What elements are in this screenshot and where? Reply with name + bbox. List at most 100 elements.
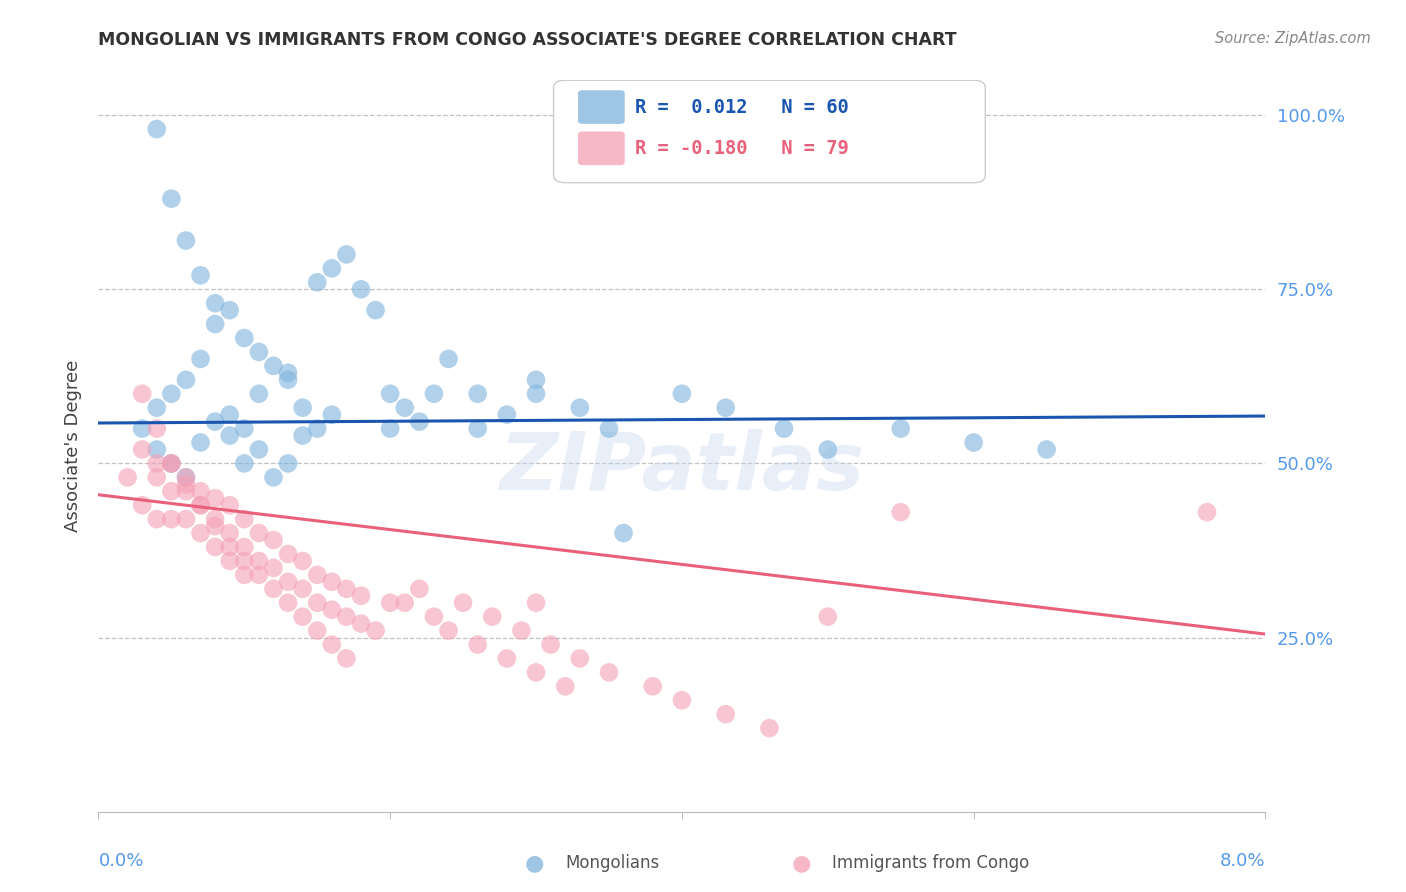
- Point: [540, 638, 562, 652]
- Point: [247, 345, 270, 359]
- Point: [291, 554, 314, 568]
- Point: [1195, 505, 1218, 519]
- Point: [131, 498, 153, 512]
- Point: [554, 679, 576, 693]
- Point: [350, 589, 373, 603]
- Point: [671, 693, 693, 707]
- Point: [204, 512, 226, 526]
- Point: [218, 303, 240, 318]
- Point: [524, 373, 547, 387]
- Point: [204, 296, 226, 310]
- Point: [467, 421, 489, 435]
- Point: [378, 421, 402, 435]
- Point: [423, 609, 446, 624]
- Point: [277, 574, 299, 589]
- Point: [277, 366, 299, 380]
- Text: Mongolians: Mongolians: [565, 855, 659, 872]
- Point: [714, 401, 737, 415]
- Point: [174, 373, 197, 387]
- Point: [307, 275, 329, 289]
- Point: [496, 651, 519, 665]
- Point: [568, 651, 591, 665]
- Point: [773, 421, 796, 435]
- Point: [467, 638, 489, 652]
- Point: [190, 498, 212, 512]
- Point: [307, 596, 329, 610]
- Point: [277, 457, 299, 471]
- Point: [408, 415, 430, 429]
- Point: [218, 540, 240, 554]
- FancyBboxPatch shape: [554, 80, 986, 183]
- Point: [641, 679, 664, 693]
- Point: [262, 561, 284, 575]
- Point: [247, 567, 270, 582]
- Point: [758, 721, 780, 735]
- Point: [394, 596, 416, 610]
- Point: [174, 234, 197, 248]
- Point: [190, 526, 212, 541]
- Point: [233, 457, 256, 471]
- Point: [262, 533, 284, 547]
- Point: [321, 638, 343, 652]
- Point: [817, 609, 839, 624]
- Point: [524, 596, 547, 610]
- Point: [146, 401, 169, 415]
- Point: [598, 665, 620, 680]
- FancyBboxPatch shape: [578, 131, 624, 165]
- Point: [174, 484, 197, 499]
- Point: [1035, 442, 1057, 457]
- Point: [962, 435, 984, 450]
- Point: [394, 401, 416, 415]
- Point: [131, 442, 153, 457]
- Point: [408, 582, 430, 596]
- Point: [496, 408, 519, 422]
- Text: 8.0%: 8.0%: [1220, 852, 1265, 870]
- Point: [524, 386, 547, 401]
- Point: [890, 421, 912, 435]
- Point: [307, 567, 329, 582]
- Point: [817, 442, 839, 457]
- Text: MONGOLIAN VS IMMIGRANTS FROM CONGO ASSOCIATE'S DEGREE CORRELATION CHART: MONGOLIAN VS IMMIGRANTS FROM CONGO ASSOC…: [98, 31, 957, 49]
- Point: [233, 567, 256, 582]
- Point: [335, 651, 357, 665]
- Point: [190, 498, 212, 512]
- Point: [233, 512, 256, 526]
- Point: [291, 609, 314, 624]
- Point: [174, 477, 197, 491]
- Point: [321, 603, 343, 617]
- Point: [160, 457, 183, 471]
- Point: [174, 470, 197, 484]
- Point: [451, 596, 474, 610]
- Point: [291, 401, 314, 415]
- Point: [204, 491, 226, 506]
- Point: [233, 540, 256, 554]
- Point: [671, 386, 693, 401]
- Point: [233, 554, 256, 568]
- FancyBboxPatch shape: [578, 90, 624, 124]
- Point: [350, 616, 373, 631]
- Text: 0.0%: 0.0%: [98, 852, 143, 870]
- Point: [190, 484, 212, 499]
- Point: [262, 470, 284, 484]
- Point: [190, 268, 212, 283]
- Point: [714, 707, 737, 722]
- Point: [423, 386, 446, 401]
- Point: [481, 609, 503, 624]
- Point: [437, 351, 460, 366]
- Point: [364, 303, 387, 318]
- Point: [247, 554, 270, 568]
- Point: [598, 421, 620, 435]
- Point: [160, 457, 183, 471]
- Point: [218, 408, 240, 422]
- Point: [233, 421, 256, 435]
- Point: [335, 582, 357, 596]
- Point: [321, 261, 343, 276]
- Point: [291, 582, 314, 596]
- Point: [218, 554, 240, 568]
- Point: [160, 512, 183, 526]
- Point: [262, 359, 284, 373]
- Point: [117, 470, 139, 484]
- Text: R = -0.180   N = 79: R = -0.180 N = 79: [636, 139, 849, 158]
- Point: [146, 421, 169, 435]
- Point: [890, 505, 912, 519]
